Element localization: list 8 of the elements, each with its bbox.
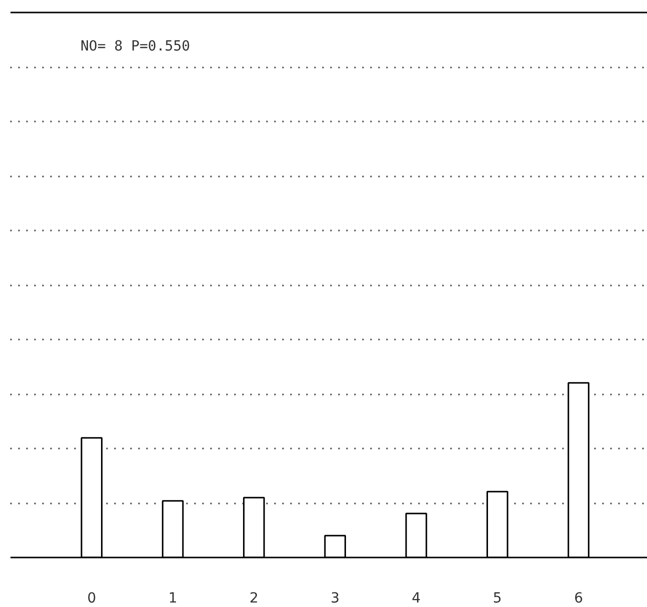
x-tick-label: 6 <box>574 590 584 606</box>
x-tick-label: 2 <box>249 590 258 606</box>
x-tick-label: 0 <box>87 590 96 606</box>
x-tick-label: 5 <box>492 590 502 606</box>
x-tick-label: 3 <box>330 590 340 606</box>
chart-title: NO= 8 P=0.550 <box>80 38 190 54</box>
x-tick-label: 1 <box>168 590 178 606</box>
x-tick-label: 4 <box>412 590 421 606</box>
